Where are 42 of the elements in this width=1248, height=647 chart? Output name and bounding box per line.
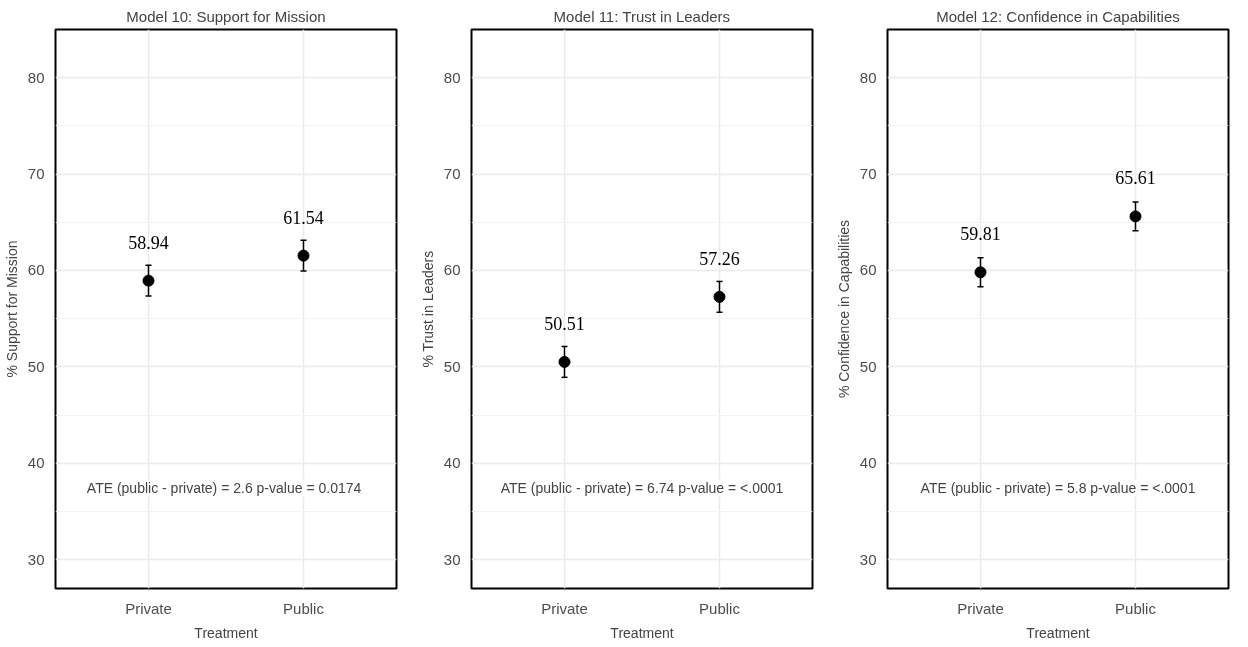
- annotation: ATE (public - private) = 5.8 p-value = <.0001: [920, 479, 1196, 496]
- data-label: 65.61: [1115, 168, 1156, 189]
- y-axis-title: % Trust in Leaders: [419, 250, 436, 368]
- x-tick-label: Private: [541, 599, 588, 617]
- y-tick-label: 70: [859, 165, 877, 183]
- y-tick-label: 40: [443, 454, 461, 472]
- data-label: 58.94: [128, 232, 169, 253]
- y-tick-label: 50: [443, 357, 461, 375]
- y-tick-label: 80: [27, 68, 45, 86]
- annotation: ATE (public - private) = 6.74 p-value = <.0001: [500, 479, 784, 496]
- data-label: 61.54: [283, 207, 324, 228]
- y-tick-label: 50: [27, 357, 45, 375]
- y-tick-label: 30: [859, 550, 877, 568]
- y-tick-label: 40: [859, 454, 877, 472]
- x-tick-label: Public: [1115, 599, 1157, 617]
- y-tick-label: 60: [443, 261, 461, 279]
- data-label: 50.51: [544, 313, 585, 334]
- y-tick-label: 60: [859, 261, 877, 279]
- y-tick-label: 70: [443, 165, 461, 183]
- y-axis-title: % Support for Mission: [3, 240, 20, 378]
- y-tick-label: 80: [443, 68, 461, 86]
- chart-title: Model 12: Confidence in Capabilities: [936, 7, 1180, 25]
- data-label: 59.81: [960, 224, 1001, 245]
- x-axis-title: Treatment: [194, 624, 258, 641]
- data-label: 57.26: [699, 248, 740, 269]
- y-tick-label: 80: [859, 68, 877, 86]
- y-tick-label: 70: [27, 165, 45, 183]
- x-axis-title: Treatment: [610, 624, 674, 641]
- y-tick-label: 40: [27, 454, 45, 472]
- x-tick-label: Private: [125, 599, 172, 617]
- chart-title: Model 10: Support for Mission: [126, 7, 326, 25]
- y-tick-label: 30: [443, 550, 461, 568]
- chart-title: Model 11: Trust in Leaders: [553, 7, 731, 25]
- y-axis-title: % Confidence in Capabilities: [835, 219, 852, 399]
- y-tick-label: 30: [27, 550, 45, 568]
- annotation: ATE (public - private) = 2.6 p-value = 0.0174: [86, 479, 362, 496]
- x-axis-title: Treatment: [1026, 624, 1090, 641]
- y-tick-label: 60: [27, 261, 45, 279]
- x-tick-label: Public: [699, 599, 741, 617]
- x-tick-label: Private: [957, 599, 1004, 617]
- y-tick-label: 50: [859, 357, 877, 375]
- x-tick-label: Public: [283, 599, 325, 617]
